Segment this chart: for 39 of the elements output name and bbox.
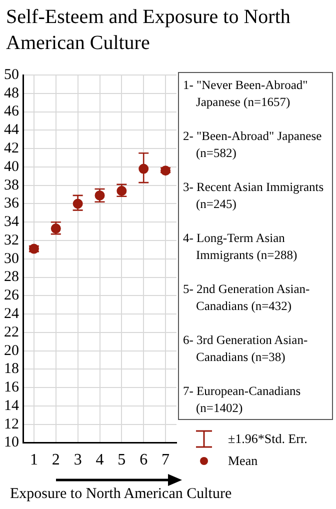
x-tick-label: 5 — [118, 452, 126, 469]
y-tick-label: 44 — [4, 122, 20, 138]
y-tick-label: 12 — [4, 416, 19, 432]
chart-title: Self-Esteem and Exposure to North American Culture — [6, 5, 292, 56]
y-tick-label: 46 — [4, 104, 20, 120]
y-tick-label: 26 — [4, 288, 20, 304]
x-tick-label: 6 — [140, 452, 148, 469]
text: 7- European-Canadians (n=1402) — [183, 383, 302, 417]
y-tick-label: 40 — [4, 158, 19, 175]
y-tick-label: 10 — [4, 434, 19, 451]
y-tick-label: 20 — [4, 342, 19, 359]
y-tick-label: 48 — [4, 85, 19, 102]
text: 4- Long-Term Asian Immigrants (n=288) — [183, 230, 298, 264]
text: 2- "Been-Abroad" Japanese (n=582) — [183, 128, 323, 162]
y-tick-label: 36 — [4, 196, 20, 212]
y-tick-label: 30 — [4, 250, 19, 267]
x-axis-title: Exposure to North American Culture — [10, 486, 232, 503]
text: ±1.96*Std. Err. — [228, 431, 308, 447]
x-tick-label: 4 — [96, 452, 104, 469]
text: 3- Recent Asian Immigrants (n=245) — [183, 179, 325, 213]
y-tick-label: 34 — [4, 214, 20, 230]
y-tick-label: 14 — [4, 398, 20, 414]
y-tick-label: 18 — [4, 361, 19, 378]
legend-label: Mean — [228, 453, 258, 469]
x-tick-label: 2 — [52, 452, 60, 469]
y-tick-label: 50 — [4, 66, 19, 83]
y-tick-label: 32 — [4, 232, 19, 248]
y-tick-label: 24 — [4, 306, 20, 322]
x-tick-label: 3 — [74, 452, 82, 469]
text: 1- "Never Been-Abroad" Japanese (n=1657) — [183, 77, 309, 111]
text: 6- 3rd Generation Asian-Canadians (n=38) — [183, 332, 309, 366]
y-tick-label: 28 — [4, 269, 19, 286]
x-tick-label: 7 — [162, 452, 170, 469]
y-tick-label: 42 — [4, 140, 19, 156]
y-tick-label: 16 — [4, 380, 20, 396]
y-tick-label: 38 — [4, 177, 19, 194]
y-tick-label: 22 — [4, 324, 19, 340]
text: 5- 2nd Generation Asian-Canadians (n=432) — [183, 281, 311, 315]
x-tick-label: 1 — [30, 452, 38, 469]
